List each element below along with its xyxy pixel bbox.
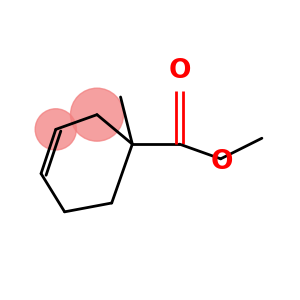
- Circle shape: [35, 109, 76, 150]
- Circle shape: [70, 88, 124, 141]
- Text: O: O: [211, 149, 233, 175]
- Text: O: O: [168, 58, 191, 84]
